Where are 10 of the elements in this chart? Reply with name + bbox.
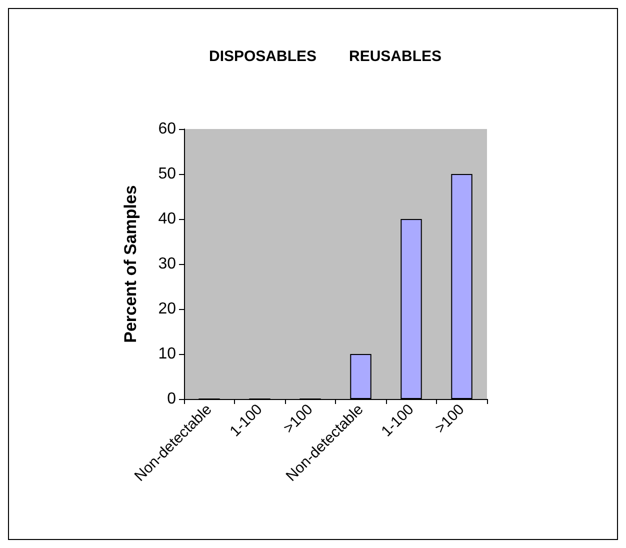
y-axis-title: Percent of Samples — [121, 185, 140, 343]
y-tick-label: 0 — [167, 390, 176, 408]
y-tick-label: 30 — [158, 256, 176, 272]
y-tick-label: 50 — [158, 166, 176, 182]
y-tick-label: 10 — [158, 346, 176, 362]
y-tick-label: 20 — [158, 300, 176, 318]
y-tick-label: 40 — [158, 210, 176, 228]
text: DISPOSABLES — [209, 48, 317, 65]
text: REUSABLES — [349, 48, 442, 65]
y-tick-label: 60 — [158, 120, 176, 138]
